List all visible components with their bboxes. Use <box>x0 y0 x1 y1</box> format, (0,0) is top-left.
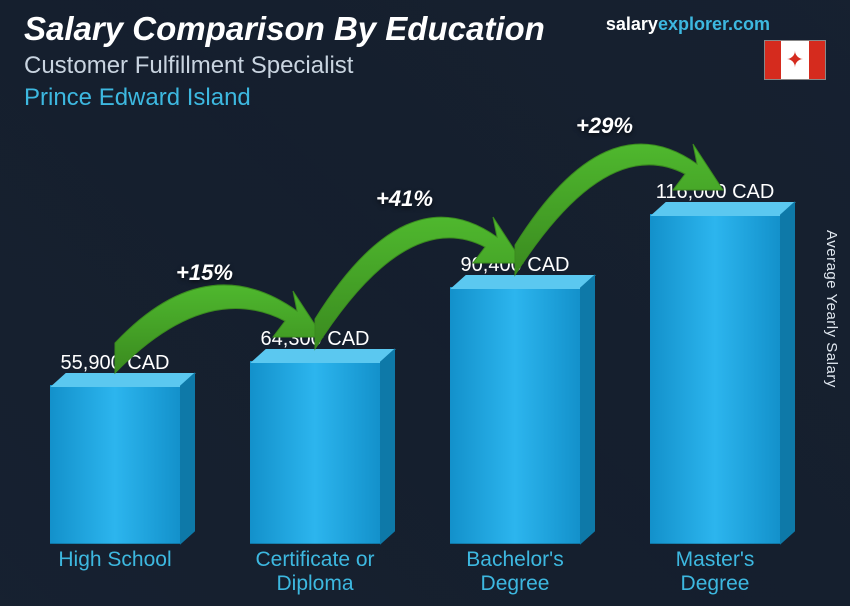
bar-value: 64,300 CAD <box>261 328 370 351</box>
increment-pct: +29% <box>576 113 633 139</box>
bar-2: 90,400 CAD <box>430 254 600 544</box>
x-label: High School <box>30 548 200 596</box>
bar-1: 64,300 CAD <box>230 328 400 544</box>
flag-icon: ✦ <box>764 40 826 80</box>
increment-pct: +15% <box>176 260 233 286</box>
bar-value: 90,400 CAD <box>461 254 570 277</box>
bar-value: 116,000 CAD <box>656 181 775 204</box>
y-axis-label: Average Yearly Salary <box>823 230 840 388</box>
location: Prince Edward Island <box>24 84 826 112</box>
bar-shape <box>450 287 580 544</box>
brand-suffix: explorer.com <box>658 14 770 34</box>
bar-shape <box>50 385 180 544</box>
bar-3: 116,000 CAD <box>630 181 800 544</box>
brand-prefix: salary <box>606 14 658 34</box>
bar-value: 55,900 CAD <box>61 352 170 375</box>
x-label: Bachelor'sDegree <box>430 548 600 596</box>
x-axis-labels: High School Certificate orDiploma Bachelor… <box>30 548 800 596</box>
x-label: Certificate orDiploma <box>230 548 400 596</box>
x-label: Master'sDegree <box>630 548 800 596</box>
bar-shape <box>650 214 780 544</box>
bar-shape <box>250 361 380 544</box>
bar-0: 55,900 CAD <box>30 352 200 544</box>
brand-logo: salaryexplorer.com <box>606 14 770 35</box>
job-title: Customer Fulfillment Specialist <box>24 52 826 80</box>
increment-pct: +41% <box>376 186 433 212</box>
